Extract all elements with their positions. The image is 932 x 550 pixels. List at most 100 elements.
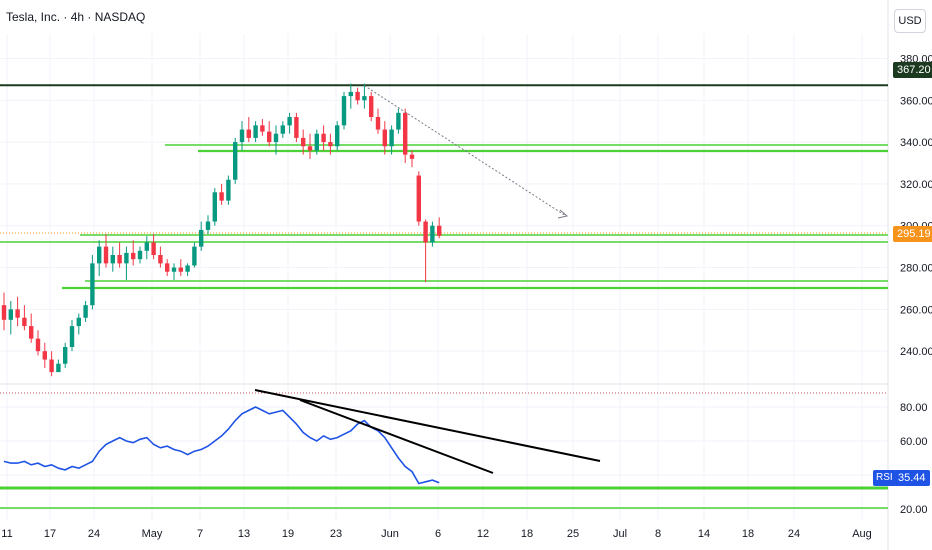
candle-body (246, 129, 251, 138)
rsi-label: RSI (873, 470, 896, 486)
candle-body (144, 242, 149, 251)
y-tick-label: 340.00 (900, 137, 932, 149)
candle-body (117, 255, 122, 264)
candle-body (15, 309, 20, 318)
candle-body (382, 129, 387, 147)
x-tick-label: 24 (88, 528, 100, 540)
x-tick-label: 12 (477, 528, 489, 540)
x-tick-label: 6 (435, 528, 441, 540)
candle-body (314, 133, 319, 151)
candle-body (29, 326, 34, 339)
x-tick-label: 11 (1, 528, 12, 540)
rsi-trendline (254, 389, 601, 462)
candle-body (430, 225, 435, 243)
candle-body (69, 326, 75, 347)
candle-body (416, 175, 421, 222)
candle-body (260, 125, 265, 132)
rsi-line (3, 406, 440, 485)
candle-body (280, 125, 285, 134)
y-tick-label: 240.00 (900, 346, 932, 358)
candle-body (273, 133, 279, 143)
candle-body (253, 125, 258, 138)
candle-body (137, 250, 143, 260)
candle-body (56, 363, 61, 373)
x-tick-label: 24 (788, 528, 800, 540)
candle-body (35, 338, 41, 352)
price-tag-last: 295.19 (893, 226, 932, 242)
y-tick-label: 280.00 (900, 263, 932, 275)
x-tick-label: Aug (852, 528, 872, 540)
candle-body (335, 125, 340, 147)
currency-button[interactable]: USD (894, 9, 926, 33)
candle-body (389, 129, 394, 147)
x-tick-label: May (142, 528, 163, 540)
x-tick-label: 13 (238, 528, 250, 540)
candle-body (131, 252, 136, 260)
candle-body (226, 179, 231, 201)
candle-body (178, 267, 183, 272)
candle-body (171, 267, 177, 272)
x-tick-label: 18 (742, 528, 754, 540)
rsi-trendline (299, 399, 494, 474)
candle-body (369, 96, 374, 117)
rsi-y-tick-label: 80.00 (900, 402, 928, 414)
candle-body (63, 347, 68, 364)
candle-body (423, 221, 428, 243)
candle-body (341, 96, 347, 126)
candle-body (165, 263, 170, 272)
candle-body (1, 305, 7, 320)
chart-title: Tesla, Inc. · 4h · NASDAQ (6, 10, 146, 24)
candle-body (192, 246, 197, 266)
candle-body (90, 263, 95, 306)
rsi-y-tick-label: 60.00 (900, 436, 928, 448)
candle-body (355, 91, 360, 101)
candle-body (76, 317, 81, 327)
x-tick-label: 18 (521, 528, 533, 540)
candle-body (110, 255, 115, 264)
x-tick-label: Jul (613, 528, 627, 540)
x-tick-label: 17 (44, 528, 56, 540)
candle-body (103, 246, 109, 264)
candle-body (8, 309, 13, 320)
x-tick-label: 7 (197, 528, 203, 540)
candle-body (328, 142, 333, 147)
candle-body (97, 246, 102, 264)
candle-body (205, 221, 211, 230)
candle-body (437, 225, 442, 236)
candle-body (409, 154, 415, 159)
candle-body (42, 351, 47, 360)
candle-body (375, 117, 381, 130)
candle-body (199, 229, 204, 247)
y-tick-label: 320.00 (900, 179, 932, 191)
candle-body (267, 131, 272, 143)
x-tick-label: 23 (330, 528, 342, 540)
candle-body (83, 305, 88, 318)
candle-body (348, 91, 353, 97)
candle-body (151, 242, 156, 255)
candle-body (307, 146, 313, 151)
candle-body (49, 359, 54, 373)
trendline-arrow (364, 85, 567, 217)
candle-body (158, 255, 163, 264)
candle-body (124, 252, 129, 264)
candle-body (321, 133, 326, 143)
candle-body (403, 112, 408, 155)
candle-body (212, 192, 217, 222)
candle-body (219, 192, 224, 201)
candle-body (185, 265, 190, 272)
candle-body (239, 129, 245, 143)
candle-body (294, 117, 299, 138)
candle-body (362, 96, 367, 101)
candle-body (22, 317, 27, 327)
rsi-y-tick-label: 20.00 (900, 504, 928, 516)
candle-body (287, 117, 292, 126)
x-tick-label: 8 (655, 528, 661, 540)
x-tick-label: Jun (381, 528, 399, 540)
trendline-arrowhead (557, 209, 569, 219)
candle-body (233, 142, 238, 180)
candle-body (301, 137, 306, 147)
y-tick-label: 360.00 (900, 95, 932, 107)
candle-body (396, 112, 401, 130)
